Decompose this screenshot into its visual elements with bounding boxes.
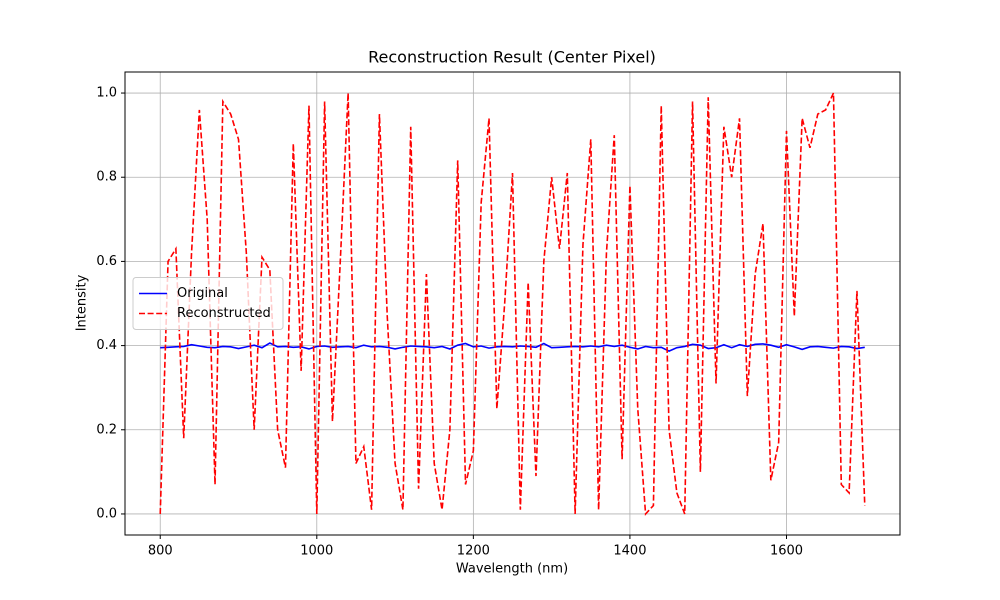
series-line xyxy=(160,342,865,352)
legend-label: Original xyxy=(177,286,228,301)
y-tick-label: 0.6 xyxy=(96,254,117,269)
axes-frame xyxy=(124,71,901,536)
x-tick-label: 1000 xyxy=(300,544,333,559)
x-axis-label: Wavelength (nm) xyxy=(456,562,568,577)
legend: Original Reconstructed xyxy=(132,277,284,330)
y-tick-label: 0.0 xyxy=(96,506,117,521)
y-tick-label: 0.4 xyxy=(96,338,117,353)
series-line xyxy=(159,92,866,516)
legend-box xyxy=(132,277,284,330)
y-axis-label: Intensity xyxy=(75,274,90,331)
chart-title: Reconstruction Result (Center Pixel) xyxy=(368,48,656,67)
y-tick-label: 1.0 xyxy=(96,86,117,101)
y-tick-label: 0.2 xyxy=(96,422,117,437)
x-tick-label: 1400 xyxy=(613,544,646,559)
x-tick-label: 1600 xyxy=(770,544,803,559)
y-tick-label: 0.8 xyxy=(96,170,117,185)
x-tick-label: 800 xyxy=(148,544,173,559)
x-tick-label: 1200 xyxy=(457,544,490,559)
legend-label: Reconstructed xyxy=(177,306,271,321)
